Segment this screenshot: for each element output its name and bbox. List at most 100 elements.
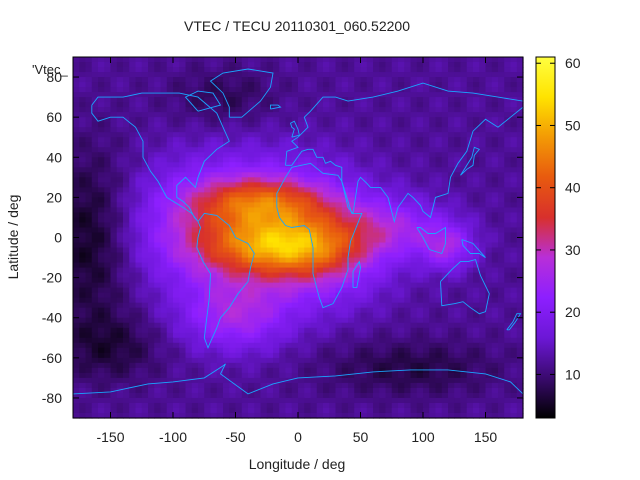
heatmap-cell (229, 317, 237, 324)
heatmap-cell (154, 387, 162, 394)
heatmap-cell (241, 262, 249, 269)
heatmap-cell (341, 127, 349, 133)
heatmap-cell (148, 402, 155, 409)
heatmap-cell (360, 57, 368, 63)
heatmap-cell (235, 167, 243, 173)
heatmap-cell (298, 397, 305, 404)
heatmap-cell (298, 217, 305, 224)
heatmap-cell (248, 362, 255, 369)
heatmap-cell (260, 102, 268, 108)
heatmap-cell (491, 387, 499, 394)
heatmap-cell (423, 87, 430, 93)
heatmap-cell (179, 147, 187, 153)
heatmap-cell (391, 122, 399, 128)
heatmap-cell (454, 97, 462, 103)
heatmap-cell (516, 147, 524, 153)
heatmap-cell (260, 207, 268, 214)
heatmap-cell (366, 347, 374, 354)
heatmap-cell (123, 397, 130, 404)
heatmap-cell (129, 82, 137, 88)
heatmap-cell (73, 272, 80, 279)
heatmap-cell (285, 342, 293, 349)
heatmap-cell (310, 297, 318, 304)
heatmap-cell (173, 57, 180, 63)
heatmap-cell (123, 377, 130, 384)
heatmap-cell (398, 312, 405, 319)
heatmap-cell (166, 82, 174, 88)
heatmap-cell (160, 257, 168, 264)
heatmap-cell (435, 267, 443, 274)
heatmap-cell (310, 117, 318, 123)
heatmap-cell (148, 62, 155, 68)
heatmap-cell (516, 162, 524, 168)
heatmap-cell (135, 297, 143, 304)
heatmap-cell (516, 57, 524, 63)
heatmap-cell (310, 247, 318, 254)
heatmap-cell (191, 112, 199, 118)
heatmap-cell (398, 222, 405, 229)
heatmap-cell (460, 257, 468, 264)
heatmap-cell (354, 282, 362, 289)
heatmap-cell (179, 107, 187, 113)
heatmap-cell (248, 322, 255, 329)
heatmap-cell (210, 242, 218, 249)
heatmap-cell (379, 77, 387, 83)
heatmap-cell (185, 372, 193, 379)
heatmap-cell (273, 397, 280, 404)
heatmap-cell (379, 362, 387, 369)
heatmap-cell (260, 267, 268, 274)
heatmap-cell (404, 277, 412, 284)
heatmap-cell (260, 372, 268, 379)
heatmap-cell (248, 372, 255, 379)
heatmap-cell (179, 322, 187, 329)
heatmap-cell (416, 187, 424, 193)
heatmap-cell (73, 227, 80, 234)
heatmap-cell (123, 222, 130, 229)
heatmap-cell (98, 352, 105, 359)
heatmap-cell (341, 262, 349, 269)
heatmap-cell (441, 257, 449, 264)
heatmap-cell (104, 337, 112, 344)
heatmap-cell (229, 252, 237, 259)
heatmap-cell (260, 347, 268, 354)
heatmap-cell (141, 227, 149, 234)
heatmap-cell (254, 322, 262, 329)
heatmap-cell (329, 107, 337, 113)
heatmap-cell (348, 152, 355, 158)
heatmap-cell (135, 197, 143, 203)
heatmap-cell (441, 382, 449, 389)
heatmap-cell (398, 382, 405, 389)
heatmap-cell (91, 367, 99, 374)
heatmap-cell (385, 352, 393, 359)
heatmap-cell (373, 107, 380, 113)
heatmap-cell (379, 182, 387, 188)
heatmap-cell (154, 337, 162, 344)
heatmap-cell (429, 112, 437, 118)
heatmap-cell (254, 202, 262, 209)
heatmap-cell (360, 247, 368, 254)
heatmap-cell (448, 127, 455, 133)
heatmap-cell (179, 62, 187, 68)
heatmap-cell (91, 152, 99, 158)
heatmap-cell (329, 197, 337, 203)
heatmap-cell (404, 67, 412, 73)
heatmap-cell (129, 172, 137, 178)
heatmap-cell (141, 112, 149, 118)
heatmap-cell (410, 322, 418, 329)
heatmap-cell (460, 337, 468, 344)
heatmap-cell (223, 337, 230, 344)
heatmap-cell (85, 257, 93, 264)
heatmap-cell (204, 382, 212, 389)
heatmap-cell (104, 382, 112, 389)
heatmap-cell (366, 192, 374, 198)
heatmap-cell (316, 137, 324, 143)
heatmap-cell (160, 327, 168, 334)
heatmap-cell (341, 362, 349, 369)
heatmap-cell (279, 77, 287, 83)
heatmap-cell (241, 97, 249, 103)
heatmap-cell (223, 107, 230, 113)
heatmap-cell (310, 127, 318, 133)
heatmap-cell (329, 122, 337, 128)
heatmap-cell (235, 267, 243, 274)
heatmap-cell (429, 392, 437, 399)
